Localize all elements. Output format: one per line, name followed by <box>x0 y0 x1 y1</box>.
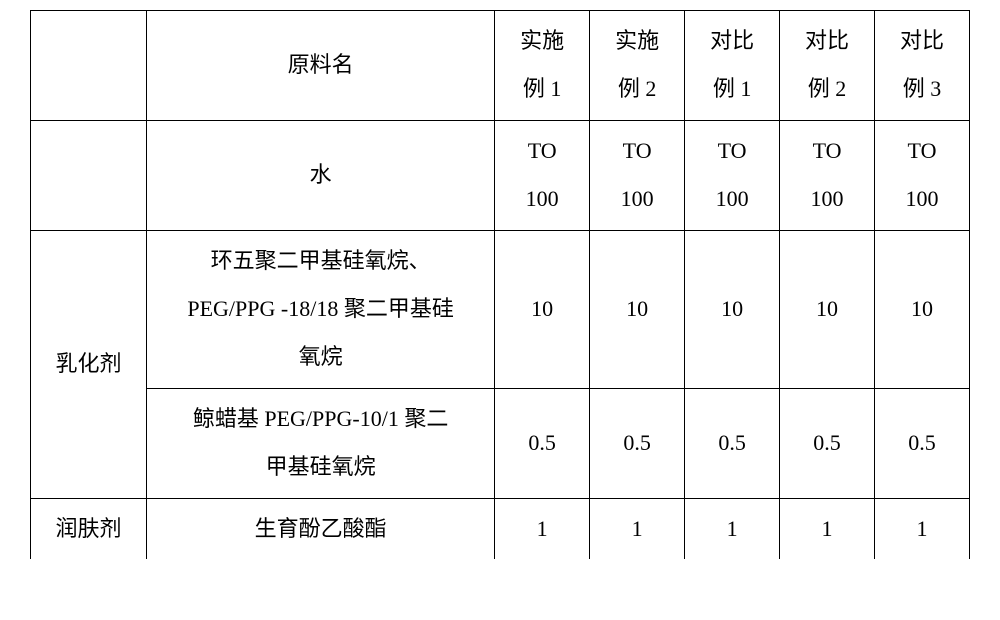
row1-c1: 10 <box>495 230 590 388</box>
row1-c4: 10 <box>780 230 875 388</box>
row0-c5-l1: TO <box>908 138 937 163</box>
header-col1-l2: 例 1 <box>523 76 562 101</box>
header-col5-l2: 例 3 <box>903 76 942 101</box>
header-col1: 实施 例 1 <box>495 11 590 121</box>
header-col4-l2: 例 2 <box>808 76 847 101</box>
header-col2: 实施 例 2 <box>590 11 685 121</box>
row2-c3: 0.5 <box>685 388 780 498</box>
header-col4-l1: 对比 <box>805 28 849 53</box>
header-col2-l1: 实施 <box>615 28 659 53</box>
row3-name: 生育酚乙酸酯 <box>147 498 495 559</box>
header-col5-l1: 对比 <box>900 28 944 53</box>
row0-c4: TO 100 <box>780 120 875 230</box>
row3-c1: 1 <box>495 498 590 559</box>
row2-name-l2: 甲基硅氧烷 <box>266 454 376 479</box>
row1-category: 乳化剂 <box>31 230 147 498</box>
header-col3-l2: 例 1 <box>713 76 752 101</box>
table-row: 水 TO 100 TO 100 TO 100 TO 100 TO 100 <box>31 120 970 230</box>
row0-c4-l1: TO <box>813 138 842 163</box>
row0-c1-l1: TO <box>528 138 557 163</box>
row2-name: 鲸蜡基 PEG/PPG-10/1 聚二 甲基硅氧烷 <box>147 388 495 498</box>
row1-name-l2: PEG/PPG -18/18 聚二甲基硅 <box>187 296 453 321</box>
row2-c2: 0.5 <box>590 388 685 498</box>
table-row: 润肤剂 生育酚乙酸酯 1 1 1 1 1 <box>31 498 970 559</box>
row0-c3-l2: 100 <box>716 186 749 211</box>
row0-c3: TO 100 <box>685 120 780 230</box>
row2-name-l1: 鲸蜡基 PEG/PPG-10/1 聚二 <box>193 406 448 431</box>
header-col4: 对比 例 2 <box>780 11 875 121</box>
row1-name-l3: 氧烷 <box>299 344 343 369</box>
row1-c5: 10 <box>875 230 970 388</box>
row0-c2-l1: TO <box>623 138 652 163</box>
table-header-row: 原料名 实施 例 1 实施 例 2 对比 例 1 对比 例 2 对比 例 3 <box>31 11 970 121</box>
row0-c5: TO 100 <box>875 120 970 230</box>
row0-c2: TO 100 <box>590 120 685 230</box>
header-col3-l1: 对比 <box>710 28 754 53</box>
row1-c2: 10 <box>590 230 685 388</box>
row1-name: 环五聚二甲基硅氧烷、 PEG/PPG -18/18 聚二甲基硅 氧烷 <box>147 230 495 388</box>
row1-c3: 10 <box>685 230 780 388</box>
row3-c4: 1 <box>780 498 875 559</box>
header-col3: 对比 例 1 <box>685 11 780 121</box>
row3-c2: 1 <box>590 498 685 559</box>
row2-c5: 0.5 <box>875 388 970 498</box>
row3-category: 润肤剂 <box>31 498 147 559</box>
row3-c3: 1 <box>685 498 780 559</box>
row2-c1: 0.5 <box>495 388 590 498</box>
row0-c4-l2: 100 <box>811 186 844 211</box>
header-category-cell <box>31 11 147 121</box>
materials-table: 原料名 实施 例 1 实施 例 2 对比 例 1 对比 例 2 对比 例 3 水… <box>30 10 970 559</box>
header-col2-l2: 例 2 <box>618 76 657 101</box>
header-name-cell: 原料名 <box>147 11 495 121</box>
row2-c4: 0.5 <box>780 388 875 498</box>
header-col5: 对比 例 3 <box>875 11 970 121</box>
table-row: 乳化剂 环五聚二甲基硅氧烷、 PEG/PPG -18/18 聚二甲基硅 氧烷 1… <box>31 230 970 388</box>
table-wrapper: 原料名 实施 例 1 实施 例 2 对比 例 1 对比 例 2 对比 例 3 水… <box>0 0 1000 559</box>
row0-category <box>31 120 147 230</box>
row0-name: 水 <box>147 120 495 230</box>
row0-c1-l2: 100 <box>526 186 559 211</box>
row3-c5: 1 <box>875 498 970 559</box>
row0-c5-l2: 100 <box>906 186 939 211</box>
row0-c1: TO 100 <box>495 120 590 230</box>
row1-name-l1: 环五聚二甲基硅氧烷、 <box>211 248 431 273</box>
row0-c2-l2: 100 <box>621 186 654 211</box>
row0-c3-l1: TO <box>718 138 747 163</box>
table-row: 鲸蜡基 PEG/PPG-10/1 聚二 甲基硅氧烷 0.5 0.5 0.5 0.… <box>31 388 970 498</box>
header-col1-l1: 实施 <box>520 28 564 53</box>
